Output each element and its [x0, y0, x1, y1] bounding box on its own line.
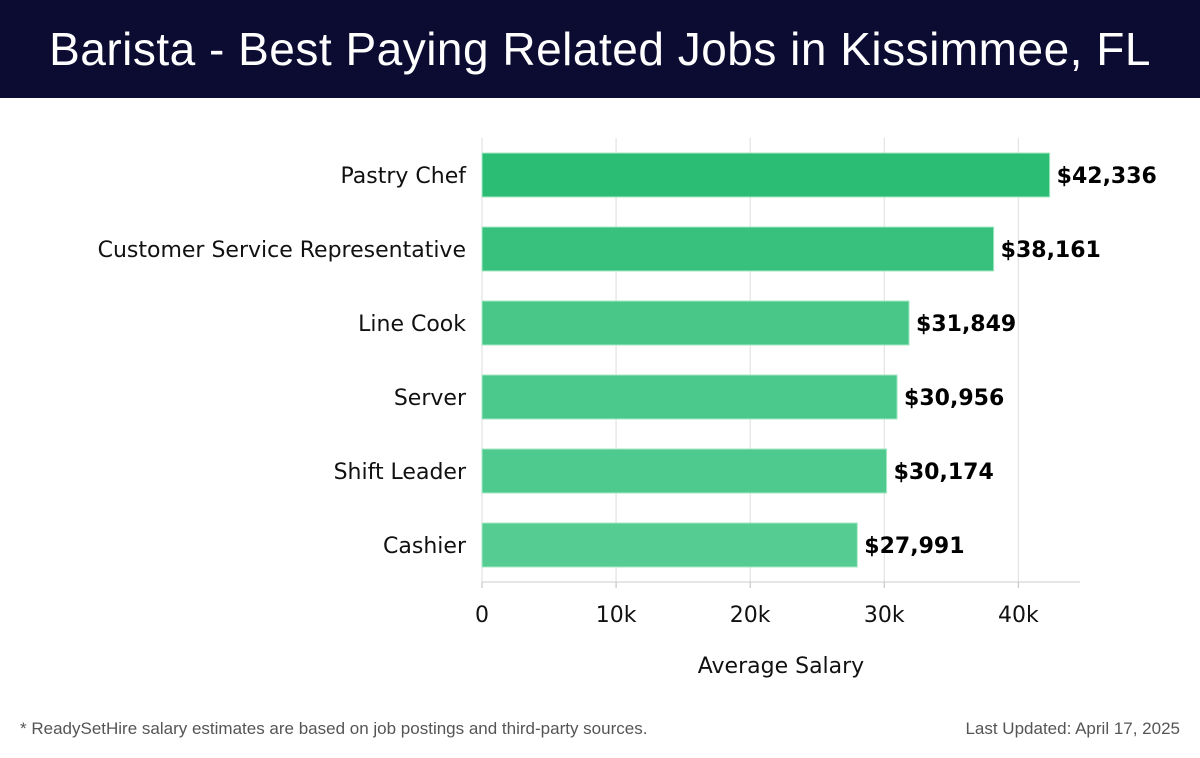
x-tick-label: 40k — [998, 603, 1039, 628]
bar-customer-service-representative — [481, 226, 995, 272]
y-category-label: Cashier — [383, 534, 467, 559]
bar-pastry-chef — [481, 152, 1051, 198]
data-label: $27,991 — [864, 534, 964, 559]
bar-server — [481, 374, 898, 420]
y-category-label: Shift Leader — [334, 460, 467, 485]
data-label: $30,956 — [904, 386, 1004, 411]
bar-line-cook — [481, 300, 910, 346]
data-label: $38,161 — [1001, 238, 1101, 263]
x-tick-label: 10k — [596, 603, 637, 628]
x-tick-label: 20k — [730, 603, 771, 628]
data-label: $30,174 — [894, 460, 994, 485]
y-category-label: Line Cook — [358, 312, 466, 337]
y-category-label: Customer Service Representative — [98, 238, 466, 263]
chart-title: Barista - Best Paying Related Jobs in Ki… — [0, 0, 1200, 98]
footnote: * ReadySetHire salary estimates are base… — [20, 719, 648, 738]
x-tick-label: 0 — [475, 603, 489, 628]
data-label: $31,849 — [916, 312, 1016, 337]
y-category-label: Server — [394, 386, 467, 411]
data-label: $42,336 — [1057, 164, 1157, 189]
x-axis-title: Average Salary — [698, 654, 864, 679]
last-updated: Last Updated: April 17, 2025 — [965, 719, 1180, 738]
x-tick-label: 30k — [864, 603, 905, 628]
y-category-label: Pastry Chef — [341, 164, 468, 189]
bar-cashier — [481, 522, 858, 568]
bar-shift-leader — [481, 448, 888, 494]
